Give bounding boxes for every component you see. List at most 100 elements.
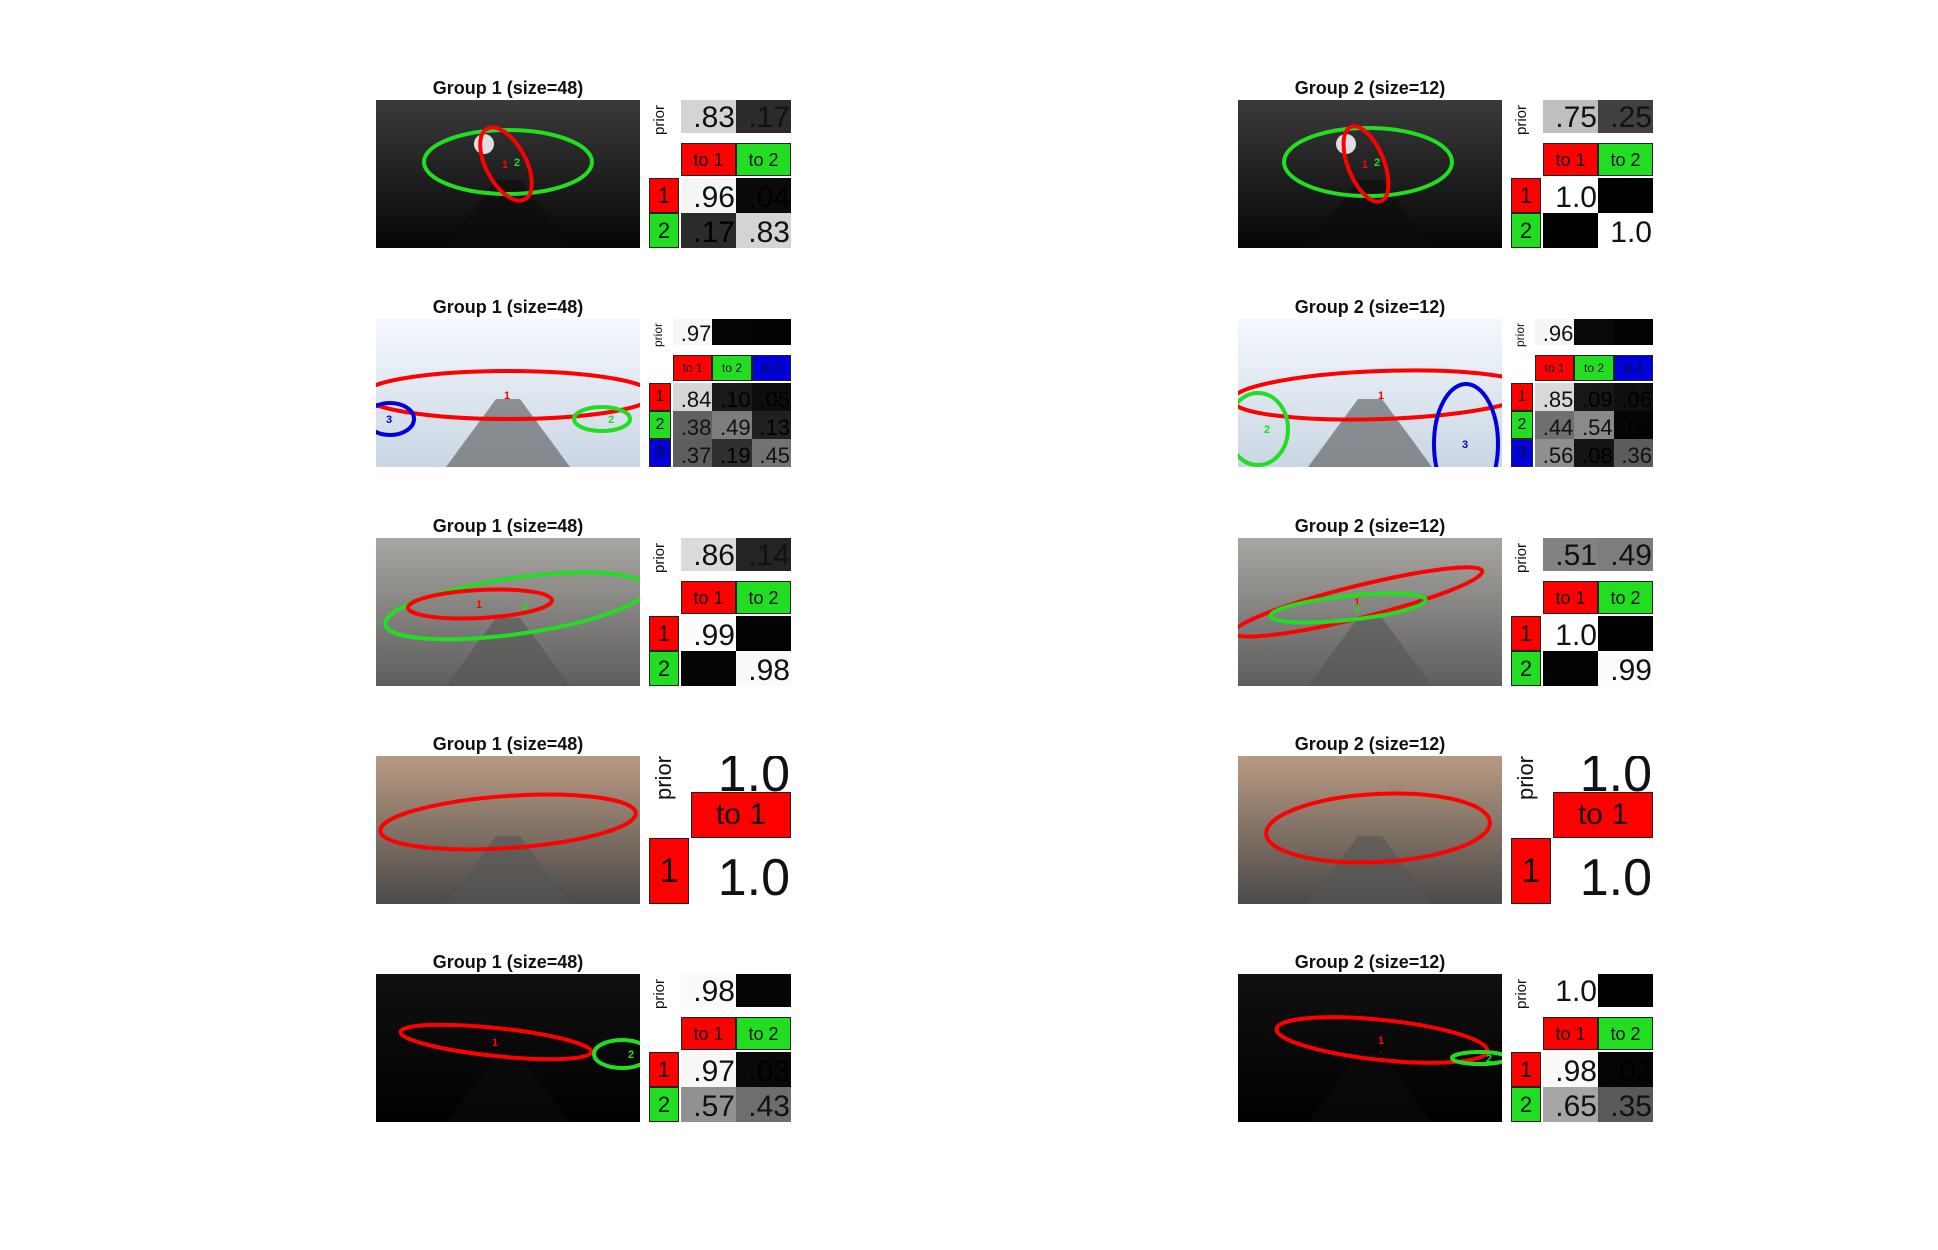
transition-matrix: prior .86.14 to 1 to 2 1.99 2 .98 bbox=[649, 538, 791, 688]
state-ellipse-1 bbox=[406, 587, 554, 621]
panel-title: Group 2 (size=12) bbox=[1294, 78, 1446, 98]
row-label-2: 2 bbox=[1511, 1087, 1541, 1122]
matrix-cell-2-2: .43 bbox=[736, 1087, 791, 1122]
matrix-cell-1-1: 1.0 bbox=[1543, 178, 1598, 213]
prior-cell bbox=[751, 319, 791, 345]
matrix-cell-1-1: .99 bbox=[681, 616, 736, 651]
row-label-1: 1 bbox=[649, 178, 679, 213]
scene-image: 12 bbox=[1238, 538, 1502, 686]
matrix-cell-1-1: .85 bbox=[1535, 383, 1575, 411]
column-header-to-2: to 2 bbox=[712, 355, 752, 381]
panel-title: Group 1 (size=48) bbox=[432, 952, 584, 972]
panel-title: Group 2 (size=12) bbox=[1294, 297, 1446, 317]
row-label-1: 1 bbox=[1511, 616, 1541, 651]
matrix-cell-1-1: .84 bbox=[673, 383, 713, 411]
state-ellipse-2 bbox=[1238, 391, 1290, 467]
transition-matrix: prior 1.0 to 1 1 1.0 bbox=[649, 756, 791, 906]
row-label-1: 1 bbox=[1511, 1052, 1541, 1087]
prior-label: prior bbox=[651, 104, 668, 135]
scene-image bbox=[1238, 756, 1502, 904]
matrix-cell-2-1: .17 bbox=[681, 213, 736, 248]
prior-label: prior bbox=[651, 322, 665, 347]
column-header-to-1: to 1 bbox=[681, 581, 736, 614]
road-shape bbox=[1308, 180, 1432, 248]
prior-cell: .98 bbox=[681, 974, 736, 1007]
matrix-cell-3-1: .56 bbox=[1535, 439, 1575, 467]
matrix-cell-2-1 bbox=[1543, 213, 1598, 248]
group-panel: Group 2 (size=12) 1 2 prior 1.0 to 1 to 2 1.98.… bbox=[1238, 952, 1658, 1147]
state-marker-2: 2 bbox=[1374, 157, 1380, 169]
prior-cell: .51 bbox=[1543, 538, 1598, 571]
row-label-1: 1 bbox=[1511, 178, 1541, 213]
prior-cell: .75 bbox=[1543, 100, 1598, 133]
prior-label: prior bbox=[1513, 542, 1530, 573]
column-header-to-1: to 1 bbox=[1535, 355, 1575, 381]
transition-matrix: prior .97 to 1 to 2 to 3 1.84.10.05 2.38.49.13… bbox=[649, 319, 791, 469]
scene-image: 1 2 3 bbox=[376, 319, 640, 467]
state-marker-1: 1 bbox=[1378, 1035, 1384, 1047]
matrix-cell-2-1 bbox=[1543, 651, 1598, 686]
matrix-cell-1-1: 1.0 bbox=[691, 838, 791, 904]
state-marker-1: 1 bbox=[476, 599, 482, 611]
prior-label: prior bbox=[651, 755, 676, 800]
prior-label: prior bbox=[651, 542, 668, 573]
prior-label: prior bbox=[651, 978, 668, 1009]
state-ellipse-1 bbox=[1341, 124, 1391, 204]
road-shape bbox=[1308, 618, 1432, 686]
column-header-to-2: to 2 bbox=[736, 143, 791, 176]
matrix-cell-1-2: .04 bbox=[736, 178, 791, 213]
scene-image bbox=[376, 756, 640, 904]
panel-title: Group 2 (size=12) bbox=[1294, 734, 1446, 754]
state-marker-1: 1 bbox=[1378, 390, 1384, 402]
state-marker-2: 2 bbox=[1354, 603, 1360, 615]
matrix-cell-1-1: .96 bbox=[681, 178, 736, 213]
state-ellipse-1 bbox=[378, 792, 638, 852]
matrix-cell-1-3: .05 bbox=[751, 383, 791, 411]
prior-cell bbox=[1574, 319, 1614, 345]
row-label-3: 3 bbox=[649, 439, 671, 467]
state-marker-1: 1 bbox=[492, 1037, 498, 1049]
road-shape bbox=[1308, 1054, 1432, 1122]
matrix-cell-1-1: 1.0 bbox=[1543, 616, 1598, 651]
state-marker-1: 1 bbox=[1354, 597, 1360, 609]
column-header-to-2: to 2 bbox=[1574, 355, 1614, 381]
panel-title: Group 1 (size=48) bbox=[432, 734, 584, 754]
prior-label: prior bbox=[1513, 104, 1530, 135]
column-header-to-3: to 3 bbox=[751, 355, 791, 381]
prior-cell: .14 bbox=[736, 538, 791, 571]
road-shape bbox=[446, 180, 570, 248]
row-label-2: 2 bbox=[649, 651, 679, 686]
scene-image: 12 bbox=[1238, 974, 1502, 1122]
column-header-to-1: to 1 bbox=[1553, 792, 1653, 838]
prior-cell: .17 bbox=[736, 100, 791, 133]
prior-cell: .49 bbox=[1598, 538, 1653, 571]
panel-title: Group 2 (size=12) bbox=[1294, 952, 1446, 972]
state-marker-2: 2 bbox=[608, 414, 614, 426]
matrix-cell-2-1: .57 bbox=[681, 1087, 736, 1122]
column-header-to-2: to 2 bbox=[1598, 581, 1653, 614]
state-ellipse-1 bbox=[478, 125, 534, 203]
matrix-cell-2-2: .98 bbox=[736, 651, 791, 686]
state-ellipse-3 bbox=[376, 401, 416, 437]
matrix-cell-1-2 bbox=[1598, 178, 1653, 213]
road-shape bbox=[446, 399, 570, 467]
road-shape bbox=[1308, 399, 1432, 467]
column-header-to-2: to 2 bbox=[736, 581, 791, 614]
scene-image: 12 bbox=[376, 974, 640, 1122]
state-marker-3: 3 bbox=[1462, 439, 1468, 451]
matrix-cell-1-1: .97 bbox=[681, 1052, 736, 1087]
matrix-cell-1-2: .02 bbox=[1598, 1052, 1653, 1087]
state-ellipse-2 bbox=[422, 128, 594, 196]
state-marker-2: 2 bbox=[522, 601, 528, 613]
state-marker-2: 2 bbox=[1486, 1053, 1492, 1065]
transition-matrix: prior .75.25 to 1 to 2 1 1.0 2 1.0 bbox=[1511, 100, 1653, 250]
row-label-2: 2 bbox=[1511, 213, 1541, 248]
prior-cell bbox=[712, 319, 752, 345]
